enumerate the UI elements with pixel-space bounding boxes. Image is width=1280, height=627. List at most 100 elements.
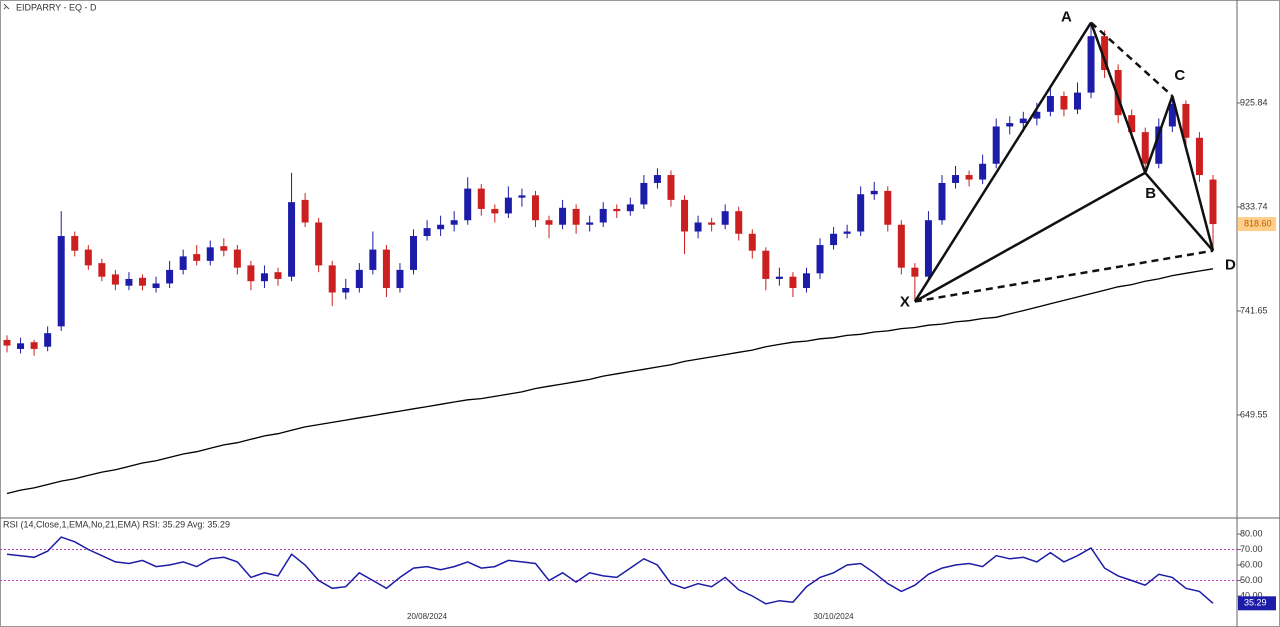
candle-body <box>410 236 418 270</box>
candle-body <box>1195 137 1203 176</box>
candle-body <box>193 254 201 261</box>
rsi-tag <box>1238 596 1276 611</box>
candle-body <box>965 175 973 180</box>
candle-body <box>301 199 309 223</box>
candle-body <box>315 222 323 266</box>
candle-body <box>762 250 770 279</box>
candle-body <box>3 339 11 346</box>
candle-body <box>884 190 892 225</box>
candle-body <box>586 222 594 225</box>
candle-body <box>1114 70 1122 116</box>
price-tag <box>1238 217 1276 232</box>
y-tick-label: 925.84 <box>1240 97 1268 107</box>
candle-body <box>57 236 65 327</box>
candle-body <box>938 182 946 221</box>
candle-body <box>382 249 390 288</box>
pattern-line <box>914 171 1146 303</box>
pattern-line <box>1171 95 1215 252</box>
pattern-label: B <box>1145 185 1156 202</box>
pattern-label: D <box>1225 257 1236 274</box>
candle-body <box>98 263 106 277</box>
rsi-title: RSI (14,Close,1,EMA,No,21,EMA) RSI: 35.2… <box>3 519 230 529</box>
candle-body <box>626 204 634 212</box>
candle-body <box>328 265 336 293</box>
candle-body <box>342 287 350 293</box>
candle-body <box>369 249 377 270</box>
candle-body <box>531 195 539 221</box>
candle-body <box>870 190 878 195</box>
candle-body <box>911 267 919 277</box>
candle-body <box>952 175 960 183</box>
candle-body <box>992 126 1000 164</box>
candle-body <box>1073 92 1081 110</box>
candle-body <box>1128 115 1136 133</box>
candle-body <box>1019 118 1027 124</box>
candle-body <box>559 207 567 225</box>
candle-body <box>288 202 296 277</box>
x-tick-label: 20/08/2024 <box>407 612 448 621</box>
pattern-line <box>913 21 1093 303</box>
candle-body <box>924 220 932 277</box>
pattern-label: C <box>1174 67 1185 84</box>
candle-body <box>220 246 228 251</box>
candle-body <box>545 220 553 225</box>
candle-body <box>125 278 133 286</box>
candle-body <box>843 231 851 234</box>
candle-body <box>166 269 174 284</box>
candle-body <box>1141 132 1149 164</box>
pattern-line <box>1144 95 1174 174</box>
candle-body <box>30 342 38 349</box>
candle-body <box>396 269 404 288</box>
candle-body <box>1101 36 1109 71</box>
candle-body <box>735 211 743 234</box>
candle-body <box>504 197 512 214</box>
symbol-icon <box>3 3 10 10</box>
candle-body <box>1168 103 1176 127</box>
candle-body <box>1046 95 1054 112</box>
candle-body <box>775 276 783 279</box>
candle-body <box>71 236 79 251</box>
pattern-label: X <box>900 293 910 310</box>
candle-body <box>1182 103 1190 138</box>
candle-body <box>789 276 797 288</box>
y-tick-label: 649.55 <box>1240 409 1268 419</box>
candle-body <box>260 273 268 282</box>
candle-body <box>653 175 661 183</box>
candle-body <box>355 269 363 288</box>
y-tick-label: 70.00 <box>1240 544 1263 554</box>
candle-body <box>1209 179 1217 225</box>
y-tick-label: 833.74 <box>1240 201 1268 211</box>
candle-body <box>274 272 282 279</box>
rsi-tag-label: 35.29 <box>1244 598 1267 608</box>
candle-body <box>152 283 160 288</box>
candle-body <box>206 247 214 261</box>
candle-body <box>1155 126 1163 164</box>
candle-body <box>491 208 499 214</box>
y-tick-label: 50.00 <box>1240 575 1263 585</box>
candle-body <box>599 208 607 223</box>
candle-body <box>518 195 526 198</box>
candle-body <box>44 333 52 347</box>
y-tick-label: 40.00 <box>1240 590 1263 600</box>
candle-body <box>111 274 119 285</box>
chart-title: EIDPARRY - EQ - D <box>16 2 97 12</box>
candle-body <box>979 163 987 180</box>
candle-body <box>897 224 905 268</box>
candle-body <box>450 220 458 225</box>
candle-body <box>613 208 621 212</box>
rsi-line <box>6 536 1214 605</box>
x-tick-label: 30/10/2024 <box>814 612 855 621</box>
moving-average <box>6 268 1214 495</box>
candle-body <box>1087 36 1095 93</box>
candle-body <box>1060 95 1068 110</box>
candle-body <box>748 233 756 251</box>
candle-body <box>233 249 241 268</box>
y-tick-label: 80.00 <box>1240 528 1263 538</box>
candle-body <box>247 265 255 282</box>
candle-body <box>139 277 147 286</box>
candle-body <box>437 224 445 230</box>
y-tick-label: 741.65 <box>1240 305 1268 315</box>
candle-body <box>179 256 187 270</box>
